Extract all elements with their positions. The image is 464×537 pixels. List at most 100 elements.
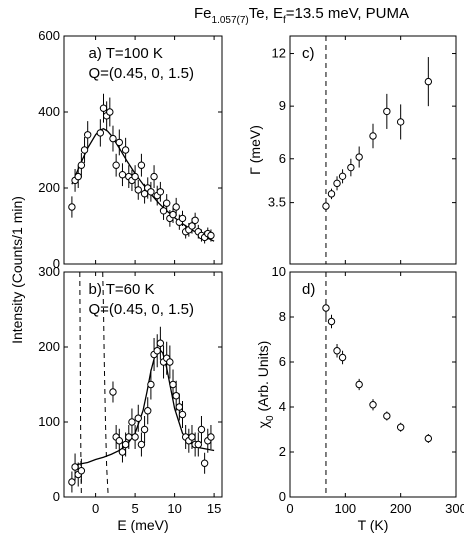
data-point-c bbox=[322, 202, 330, 210]
y-axis-label-c: Γ (meV) bbox=[247, 125, 263, 175]
figure-title: Fe1.057(7)Te, Ef=13.5 meV, PUMA bbox=[194, 5, 409, 26]
data-point-a bbox=[99, 104, 108, 112]
y-tick-label-a: 200 bbox=[38, 180, 60, 195]
data-point-d bbox=[396, 423, 405, 431]
data-point-a bbox=[106, 108, 114, 116]
data-point-b bbox=[207, 433, 215, 441]
data-point-d bbox=[355, 380, 363, 389]
y-tick-label-d: 6 bbox=[279, 354, 286, 369]
data-point-b bbox=[118, 448, 127, 456]
x-tick-label-b: 15 bbox=[207, 501, 221, 516]
y-tick-label-c: 6 bbox=[279, 151, 286, 166]
data-point-d bbox=[424, 434, 433, 443]
data-point-b bbox=[147, 380, 155, 389]
panel-label-a: a) T=100 K bbox=[88, 45, 162, 62]
x-tick-label-d: 300 bbox=[445, 501, 464, 516]
panel-q-label-b: Q=(0.45, 0, 1.5) bbox=[88, 301, 193, 318]
y-tick-label-c: 12 bbox=[272, 46, 286, 61]
data-point-b bbox=[156, 339, 165, 347]
data-point-a bbox=[109, 134, 117, 143]
data-point-b bbox=[188, 433, 196, 441]
data-point-a bbox=[115, 138, 124, 147]
data-point-a bbox=[112, 161, 120, 169]
y-tick-label-a: 600 bbox=[38, 28, 60, 43]
data-point-a bbox=[150, 172, 158, 181]
panel-b: 0 100 200 300 0 5 10 15 E (meV) b) T=60 K Q=(0.45,… bbox=[38, 264, 223, 533]
y-tick-label-d: 10 bbox=[272, 264, 286, 279]
y-tick-label-d: 8 bbox=[279, 309, 286, 324]
data-point-a bbox=[163, 199, 171, 207]
data-point-c bbox=[338, 172, 347, 181]
panel-q-label-a: Q=(0.45, 0, 1.5) bbox=[88, 65, 193, 82]
data-point-a bbox=[178, 214, 187, 223]
data-point-a bbox=[96, 129, 105, 137]
data-point-a bbox=[118, 171, 127, 179]
data-point-c bbox=[333, 179, 341, 188]
y-tick-label-d: 2 bbox=[279, 444, 286, 459]
data-point-a bbox=[172, 203, 180, 211]
panel-label-b: b) T=60 K bbox=[88, 281, 154, 298]
data-point-b bbox=[153, 347, 161, 355]
plot-frame-a bbox=[63, 35, 223, 265]
data-point-b bbox=[115, 437, 124, 445]
data-point-d bbox=[333, 347, 341, 355]
data-point-a bbox=[191, 216, 199, 225]
data-point-c bbox=[424, 77, 433, 86]
y-tick-label-b: 0 bbox=[53, 489, 60, 504]
data-point-a bbox=[159, 207, 168, 215]
x-tick-label-d: 200 bbox=[390, 501, 412, 516]
data-point-b bbox=[125, 433, 133, 441]
data-point-b bbox=[68, 478, 76, 486]
data-point-c bbox=[355, 153, 363, 161]
x-tick-label-b: 0 bbox=[92, 501, 99, 516]
data-point-a bbox=[131, 172, 139, 181]
data-point-b bbox=[200, 459, 209, 467]
panel-label-d: d) bbox=[302, 281, 315, 298]
data-point-c bbox=[347, 163, 355, 172]
data-point-b bbox=[172, 392, 180, 400]
shared-y-axis-label: Intensity (Counts/1 min) bbox=[9, 196, 25, 344]
x-tick-label-b: 10 bbox=[167, 501, 181, 516]
data-point-a bbox=[121, 146, 130, 154]
data-point-a bbox=[77, 161, 86, 169]
data-point-d bbox=[369, 401, 377, 409]
data-point-a bbox=[84, 131, 92, 139]
y-tick-label-a: 0 bbox=[53, 256, 60, 271]
data-point-a bbox=[74, 172, 82, 181]
data-point-b bbox=[121, 440, 130, 449]
y-tick-label-b: 300 bbox=[38, 264, 60, 279]
y-tick-label-a: 400 bbox=[38, 104, 60, 119]
plot-frame-c bbox=[289, 35, 457, 265]
data-point-c bbox=[369, 132, 377, 140]
x-axis-label-d: T (K) bbox=[358, 517, 389, 533]
data-point-c bbox=[383, 107, 391, 116]
elastic-dashed-curve-b bbox=[102, 271, 109, 498]
y-tick-label-c: 9 bbox=[279, 98, 286, 113]
data-point-b bbox=[169, 380, 177, 389]
y-tick-label-b: 100 bbox=[38, 414, 60, 429]
fit-curve-b bbox=[71, 347, 215, 467]
plot-frame-b bbox=[63, 271, 223, 498]
panel-c: 3.5 6 9 12 Γ (meV) c) bbox=[247, 35, 457, 265]
data-point-c bbox=[396, 118, 405, 126]
data-point-d bbox=[322, 304, 330, 312]
data-point-b bbox=[166, 358, 174, 366]
x-tick-label-d: 0 bbox=[286, 501, 293, 516]
data-point-a bbox=[80, 146, 89, 154]
data-point-b bbox=[175, 403, 184, 411]
data-point-b bbox=[178, 410, 187, 419]
data-point-b bbox=[140, 425, 149, 434]
x-axis-label-b: E (meV) bbox=[117, 517, 168, 533]
data-point-b bbox=[134, 414, 142, 422]
data-point-a bbox=[207, 231, 215, 240]
x-tick-label-b: 5 bbox=[131, 501, 138, 516]
data-point-a bbox=[147, 188, 155, 196]
data-point-a bbox=[169, 210, 177, 219]
data-point-b bbox=[71, 463, 79, 471]
plot-frame-d bbox=[289, 271, 457, 498]
data-point-d bbox=[327, 317, 336, 326]
data-point-b bbox=[144, 407, 152, 415]
data-point-a bbox=[156, 188, 165, 196]
